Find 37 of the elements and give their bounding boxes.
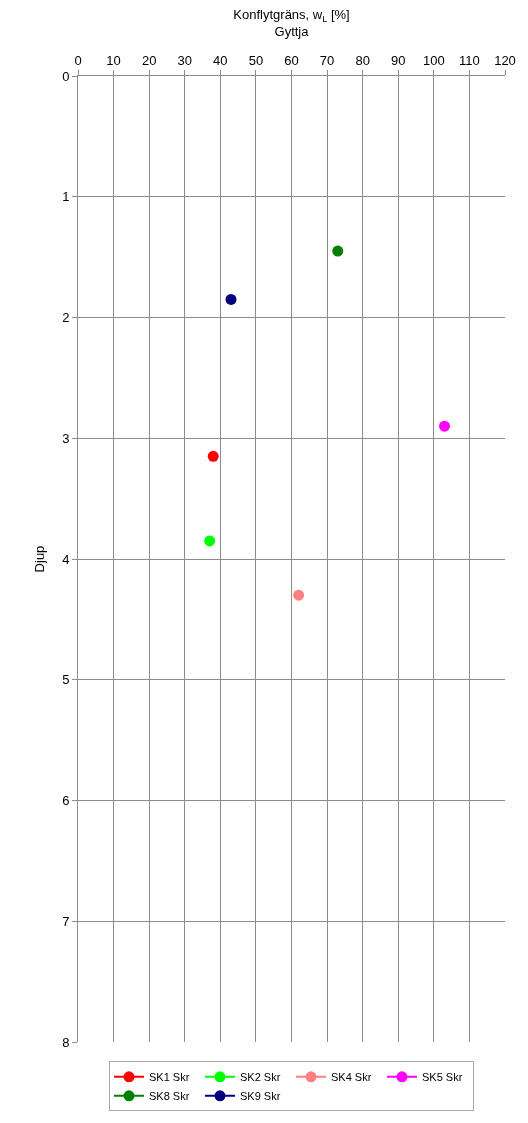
x-tick-label: 40 xyxy=(213,52,228,68)
x-tick-label: 100 xyxy=(422,52,445,68)
point xyxy=(332,245,344,257)
x-tick-label: 10 xyxy=(106,52,121,68)
x-tick-label: 80 xyxy=(355,52,370,68)
point xyxy=(204,535,216,547)
legend-label: SK4 Skr xyxy=(331,1071,372,1084)
x-tick-label: 60 xyxy=(284,52,299,68)
legend-label: SK9 Skr xyxy=(240,1090,281,1103)
y-axis-title: Djup xyxy=(32,545,48,573)
x-tick-label: 70 xyxy=(319,52,335,68)
y-tick-label: 2 xyxy=(62,310,70,326)
y-tick-label: 1 xyxy=(62,189,70,205)
chart-title: Konflytgräns, w$_{L}$ [%] xyxy=(233,7,350,24)
y-tick-label: 5 xyxy=(62,672,70,688)
legend-label: SK8 Skr xyxy=(149,1090,190,1103)
point xyxy=(439,420,451,432)
x-tick-label: 30 xyxy=(177,52,192,68)
chart-subtitle: Gyttja xyxy=(274,23,310,39)
legend-label: SK5 Skr xyxy=(422,1071,463,1084)
x-tick-label: 50 xyxy=(248,52,264,68)
x-tick-label: 110 xyxy=(459,52,480,68)
y-tick-label: 7 xyxy=(62,913,70,929)
point xyxy=(207,450,219,462)
legend-label: SK1 Skr xyxy=(149,1071,190,1084)
y-tick-label: 6 xyxy=(62,793,70,809)
y-tick-label: 4 xyxy=(62,551,70,567)
y-tick-label: 8 xyxy=(62,1034,70,1050)
y-tick-label: 3 xyxy=(62,430,70,446)
point xyxy=(225,293,237,305)
point xyxy=(293,589,305,601)
x-tick-label: 0 xyxy=(74,52,82,68)
x-tick-label: 90 xyxy=(391,52,406,68)
x-tick-label: 20 xyxy=(141,52,157,68)
legend-label: SK2 Skr xyxy=(240,1071,281,1084)
x-tick-label: 120 xyxy=(494,52,516,68)
y-tick-label: 0 xyxy=(62,68,70,84)
